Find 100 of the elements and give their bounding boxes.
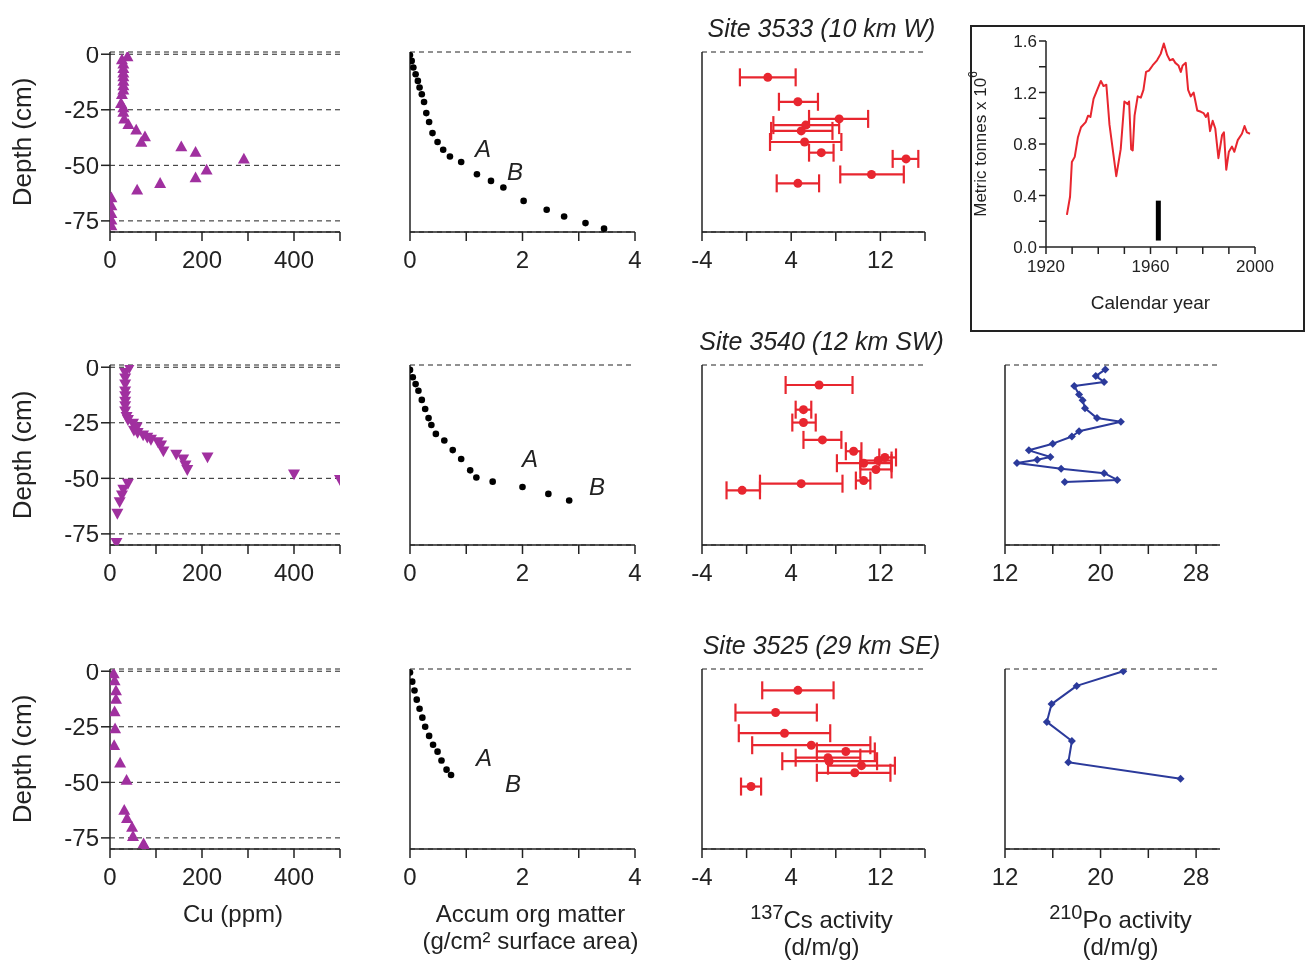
x-axis-title: Cu (ppm) <box>182 900 284 928</box>
x-tick-label: 4 <box>784 559 798 587</box>
annotation: B <box>504 770 522 798</box>
x-tick-label: 4 <box>784 863 798 891</box>
point <box>429 741 437 749</box>
x-tick-label: 2000 <box>1236 257 1274 277</box>
point <box>130 123 143 135</box>
point <box>1070 382 1079 391</box>
point <box>582 219 589 227</box>
point <box>1113 475 1122 484</box>
point <box>814 380 824 390</box>
point <box>410 373 417 381</box>
x-tick-label: -4 <box>691 246 713 274</box>
annotation: A <box>474 744 493 772</box>
x-tick-label: 2 <box>515 246 530 274</box>
annotation: A <box>520 445 539 473</box>
point <box>425 118 433 126</box>
point <box>135 136 148 147</box>
x-axis-title: $^{210}$Po activity (d/m/g) <box>1048 901 1193 961</box>
x-tick-label: 200 <box>181 246 223 274</box>
point <box>118 803 131 815</box>
point <box>1072 681 1081 690</box>
point <box>441 437 448 444</box>
point <box>1176 774 1185 783</box>
point <box>457 455 465 463</box>
point <box>438 757 445 764</box>
y-axis-title: Depth (cm) <box>7 390 37 520</box>
point <box>796 479 806 489</box>
y-tick-label: -50 <box>64 464 99 492</box>
point <box>421 723 429 731</box>
x-tick-label: 0 <box>103 863 117 891</box>
point <box>466 467 474 474</box>
point <box>771 708 781 718</box>
point <box>873 456 883 466</box>
point <box>111 508 124 520</box>
point <box>237 152 250 164</box>
y-tick-label: -75 <box>64 520 99 548</box>
point <box>737 485 747 495</box>
point <box>110 705 121 717</box>
x-tick-label: 20 <box>1087 559 1114 587</box>
point <box>419 714 426 721</box>
x-tick-label: 2 <box>515 559 530 587</box>
point <box>850 768 860 778</box>
x-tick-label: 20 <box>1087 863 1114 891</box>
point <box>600 225 608 232</box>
point <box>1092 414 1101 423</box>
point <box>798 405 808 415</box>
x-tick-label: 0 <box>403 246 417 274</box>
point <box>181 465 194 476</box>
point <box>1060 478 1069 487</box>
point <box>410 64 417 71</box>
point <box>122 118 135 130</box>
point <box>1075 427 1084 436</box>
x-tick-label: 400 <box>273 559 315 587</box>
y-tick-label: -50 <box>64 768 99 796</box>
point <box>560 213 568 220</box>
point <box>1012 459 1021 467</box>
x-tick-label: 1920 <box>1027 257 1065 277</box>
x-tick-label: 0 <box>403 559 417 587</box>
x-tick-label: 12 <box>867 863 894 891</box>
x-tick-label: 400 <box>273 863 315 891</box>
point <box>487 177 495 185</box>
annotation: B <box>588 473 606 501</box>
point <box>871 464 881 474</box>
y-tick-label: 0.8 <box>1013 135 1037 155</box>
point <box>806 740 816 750</box>
point <box>127 830 139 841</box>
line-series <box>1065 42 1252 216</box>
point <box>565 497 573 504</box>
point <box>432 430 440 438</box>
x-tick-label: 4 <box>628 863 642 891</box>
point <box>817 435 827 445</box>
y-tick-label: -75 <box>64 824 99 852</box>
point <box>763 72 773 82</box>
point <box>1091 372 1100 381</box>
point <box>429 129 436 137</box>
x-tick-label: 12 <box>867 246 894 274</box>
point <box>200 163 213 175</box>
x-axis-title: Accum org matter (g/cm² surface area) <box>421 900 640 955</box>
point <box>1075 390 1084 399</box>
x-tick-label: 28 <box>1182 863 1210 891</box>
point <box>545 490 552 498</box>
point <box>418 90 426 98</box>
point <box>1081 404 1090 413</box>
point <box>416 84 423 91</box>
x-tick-label: 12 <box>991 559 1019 587</box>
point <box>841 746 851 756</box>
point <box>120 773 133 785</box>
x-tick-label: 28 <box>1182 559 1210 587</box>
y-tick-label: -25 <box>64 409 99 437</box>
y-tick-label: 1.2 <box>1013 83 1037 103</box>
point <box>1100 469 1109 478</box>
point <box>856 761 866 771</box>
point <box>1024 446 1033 455</box>
x-tick-label: -4 <box>691 863 713 891</box>
point <box>793 97 803 107</box>
point <box>113 497 126 509</box>
point <box>519 483 526 491</box>
chart-title: Site 3540 (12 km SW) <box>698 327 945 356</box>
point <box>793 685 803 695</box>
